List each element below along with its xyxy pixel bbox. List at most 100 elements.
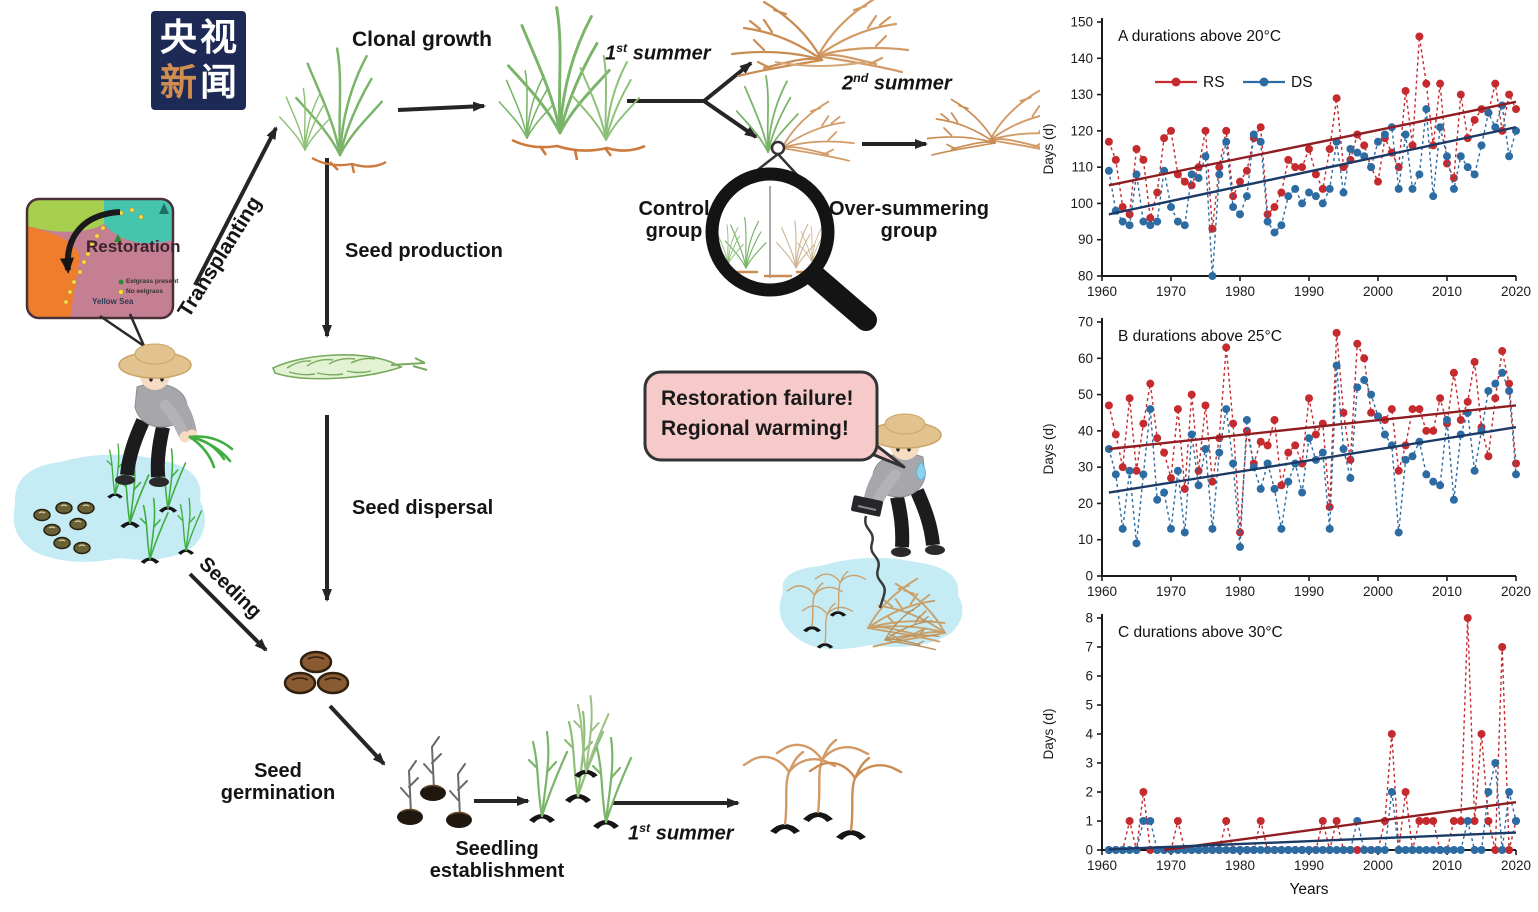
- measuring-device: [851, 495, 883, 517]
- zoom-point: [770, 140, 786, 156]
- svg-text:B durations above 25°C: B durations above 25°C: [1118, 328, 1282, 345]
- map-site-dots: [63, 207, 144, 305]
- svg-text:1970: 1970: [1156, 284, 1186, 299]
- svg-text:2010: 2010: [1432, 284, 1462, 299]
- svg-text:1990: 1990: [1294, 858, 1324, 873]
- svg-text:A durations above 20°C: A durations above 20°C: [1118, 28, 1281, 45]
- established-seedlings: [527, 695, 633, 831]
- label-control-group: Control group: [638, 198, 710, 243]
- svg-text:1960: 1960: [1087, 858, 1117, 873]
- svg-text:5: 5: [1085, 698, 1093, 713]
- device-cable: [864, 515, 886, 609]
- svg-text:120: 120: [1070, 123, 1093, 138]
- svg-text:2020: 2020: [1501, 284, 1531, 299]
- svg-text:90: 90: [1078, 232, 1093, 247]
- label-first-summer-bottom: 1st summer: [628, 821, 734, 845]
- label-oversummering-group: Over-summering group: [828, 198, 990, 243]
- svg-text:130: 130: [1070, 87, 1093, 102]
- map-translocation-arrow: [60, 209, 121, 274]
- svg-text:2020: 2020: [1501, 858, 1531, 873]
- svg-text:2000: 2000: [1363, 858, 1393, 873]
- svg-text:0: 0: [1085, 569, 1093, 584]
- svg-text:1990: 1990: [1294, 284, 1324, 299]
- svg-text:70: 70: [1078, 315, 1093, 330]
- svg-text:Days (d): Days (d): [1041, 708, 1056, 759]
- label-clonal-growth: Clonal growth: [352, 28, 492, 51]
- svg-text:8: 8: [1085, 611, 1093, 626]
- svg-text:DS: DS: [1291, 74, 1313, 91]
- svg-text:10: 10: [1078, 532, 1093, 547]
- svg-text:Years: Years: [1289, 881, 1328, 898]
- speech-bubble: [643, 370, 906, 469]
- svg-text:3: 3: [1085, 756, 1093, 771]
- svg-text:4: 4: [1085, 727, 1093, 742]
- farmer-measuring: [851, 414, 945, 609]
- svg-text:7: 7: [1085, 640, 1093, 655]
- seagrass-bunch: [188, 435, 234, 469]
- dead-plant-top: [730, 0, 910, 78]
- svg-text:C durations above 30°C: C durations above 30°C: [1118, 624, 1283, 641]
- chart-A: 80 90 100 110 120 130 140 150 1960 1970 1980 1990 20…: [1041, 15, 1531, 300]
- magnifier-handle: [804, 265, 877, 331]
- dead-plant-right: [926, 89, 1040, 156]
- svg-text:1980: 1980: [1225, 284, 1255, 299]
- label-seed-production: Seed production: [345, 240, 503, 262]
- svg-text:1960: 1960: [1087, 284, 1117, 299]
- logo-char: 新: [160, 61, 197, 103]
- svg-text:150: 150: [1070, 15, 1093, 30]
- svg-text:140: 140: [1070, 51, 1093, 66]
- svg-text:2020: 2020: [1501, 584, 1531, 599]
- svg-text:30: 30: [1078, 460, 1093, 475]
- speech-bubble-text: Restoration failure! Regional warming!: [661, 387, 854, 441]
- svg-text:1980: 1980: [1225, 584, 1255, 599]
- magnifier: [705, 153, 877, 331]
- lifecycle-diagram: [13, 0, 1040, 842]
- arrow-seeding: [188, 572, 268, 652]
- map-label-restoration: Restoration: [86, 237, 181, 256]
- svg-text:80: 80: [1078, 269, 1093, 284]
- svg-text:2: 2: [1085, 785, 1093, 800]
- map-north-arrow: [159, 203, 169, 214]
- arrow-clonal-growth: [397, 101, 486, 112]
- water-patch-failed: [779, 557, 963, 651]
- map-eelgrass-marker: [114, 234, 122, 242]
- svg-text:2010: 2010: [1432, 584, 1462, 599]
- restoration-map: [25, 197, 175, 350]
- svg-text:110: 110: [1071, 160, 1093, 175]
- transplanted-shoot: [278, 47, 387, 174]
- map-label-yellow-sea: Yellow Sea: [92, 297, 134, 306]
- oversummering-plant: [735, 74, 855, 162]
- label-first-summer-top: 1st summer: [605, 41, 711, 65]
- svg-text:1960: 1960: [1087, 584, 1117, 599]
- arrow-transplanting: [193, 126, 278, 286]
- label-seed-dispersal: Seed dispersal: [352, 497, 494, 519]
- flow-arrows: [188, 61, 928, 808]
- logo-char: 央: [160, 17, 197, 59]
- charts-panel: 80 90 100 110 120 130 140 150 1960 1970 1980 1990 20…: [1040, 0, 1538, 912]
- svg-text:2000: 2000: [1363, 584, 1393, 599]
- map-legend-no-eelgrass: No eelgrass: [126, 288, 163, 295]
- svg-text:2000: 2000: [1363, 284, 1393, 299]
- svg-text:1: 1: [1085, 814, 1093, 829]
- svg-text:1970: 1970: [1156, 858, 1186, 873]
- svg-text:40: 40: [1078, 423, 1093, 438]
- map-legend-eelgrass: Eelgrass present: [126, 278, 179, 285]
- farmer-planting: [115, 344, 234, 487]
- svg-text:Days (d): Days (d): [1041, 423, 1056, 474]
- arrow-branch-up: [702, 61, 753, 103]
- svg-text:50: 50: [1078, 387, 1093, 402]
- wilted-seedlings: [742, 738, 903, 842]
- svg-text:RS: RS: [1203, 74, 1225, 91]
- svg-text:1980: 1980: [1225, 858, 1255, 873]
- svg-text:2010: 2010: [1432, 858, 1462, 873]
- chart-C: 0 1 2 3 4 5 6 7 8 1960 1970 1980 1990 2000 2010 2020 C d…: [1041, 611, 1531, 899]
- cctv-news-logo: 央视 新闻: [151, 11, 246, 110]
- seed-spike: [271, 354, 428, 380]
- label-seed-germination: Seed germination: [220, 760, 336, 805]
- arrow-germination: [328, 704, 386, 766]
- sweat-drop: [916, 461, 926, 481]
- logo-char: 闻: [200, 61, 237, 103]
- label-second-summer: 2nd summer: [842, 71, 952, 95]
- chart-B: 0 10 20 30 40 50 60 70 1960 1970 1980 1990 2000 2010 2…: [1041, 315, 1531, 600]
